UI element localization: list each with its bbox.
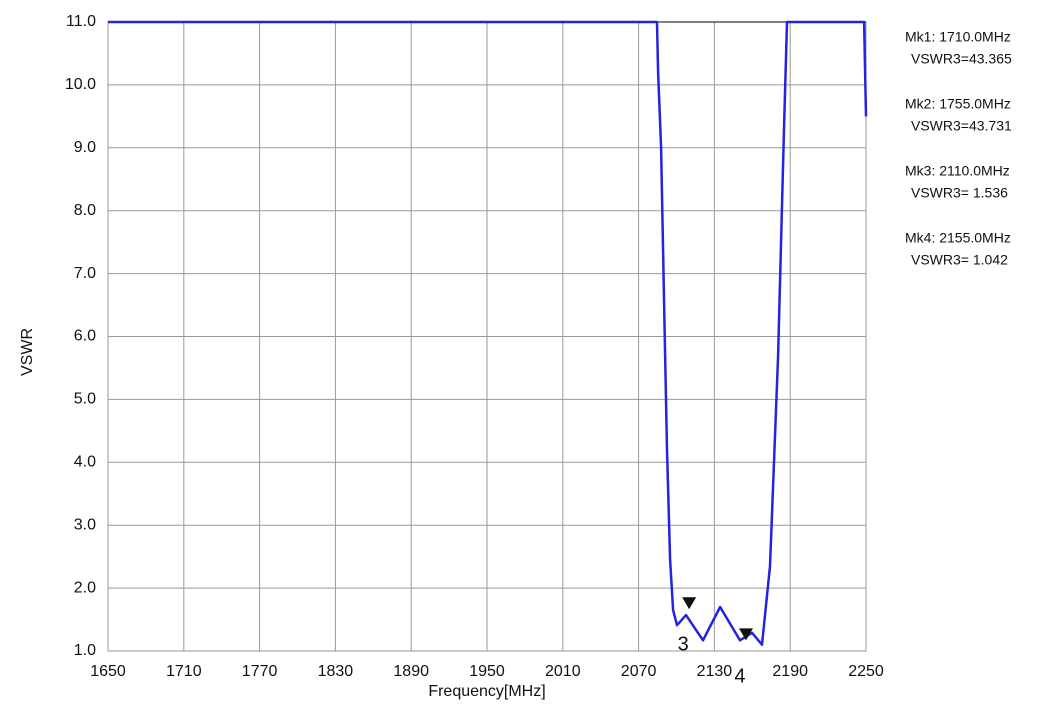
x-tick-label: 1950 [469, 663, 505, 680]
y-tick-label: 8.0 [74, 202, 96, 219]
x-tick-label: 2070 [621, 663, 657, 680]
x-tick-label: 1650 [90, 663, 126, 680]
y-tick-label: 10.0 [65, 76, 96, 93]
y-axis-label: VSWR [19, 328, 36, 376]
x-tick-label: 2130 [697, 663, 733, 680]
marker-readout: Mk1: 1710.0MHz [905, 29, 1011, 45]
x-tick-label: 1890 [393, 663, 429, 680]
marker-readout: Mk4: 2155.0MHz [905, 230, 1011, 246]
y-tick-label: 7.0 [74, 265, 96, 282]
x-axis-label: Frequency[MHz] [428, 683, 545, 700]
x-tick-label: 2010 [545, 663, 581, 680]
y-tick-label: 11.0 [66, 13, 96, 30]
vswr-line [108, 20, 868, 646]
marker-readout: Mk2: 1755.0MHz [905, 96, 1011, 112]
x-tick-label: 2190 [772, 663, 808, 680]
marker-triangle [738, 628, 753, 641]
x-tick-label: 1830 [318, 663, 354, 680]
marker-readout: VSWR3= 1.042 [911, 252, 1008, 268]
y-tick-label: 5.0 [74, 391, 96, 408]
y-tick-label: 6.0 [74, 328, 96, 345]
y-tick-label: 2.0 [74, 579, 96, 596]
marker-label: 3 [678, 633, 689, 655]
marker-label: 4 [734, 665, 745, 687]
marker-readout: VSWR3= 1.536 [911, 185, 1008, 201]
x-tick-label: 1710 [166, 663, 202, 680]
marker-readout: VSWR3=43.365 [911, 51, 1012, 67]
x-tick-label: 1770 [242, 663, 278, 680]
y-tick-label: 3.0 [74, 516, 96, 533]
y-tick-label: 9.0 [74, 139, 96, 156]
marker-readout: Mk3: 2110.0MHz [905, 163, 1010, 179]
marker-triangle [682, 597, 697, 610]
x-tick-label: 2250 [848, 663, 884, 680]
y-tick-label: 4.0 [74, 454, 96, 471]
y-tick-label: 1.0 [74, 642, 96, 659]
marker-readout: VSWR3=43.731 [911, 118, 1012, 134]
